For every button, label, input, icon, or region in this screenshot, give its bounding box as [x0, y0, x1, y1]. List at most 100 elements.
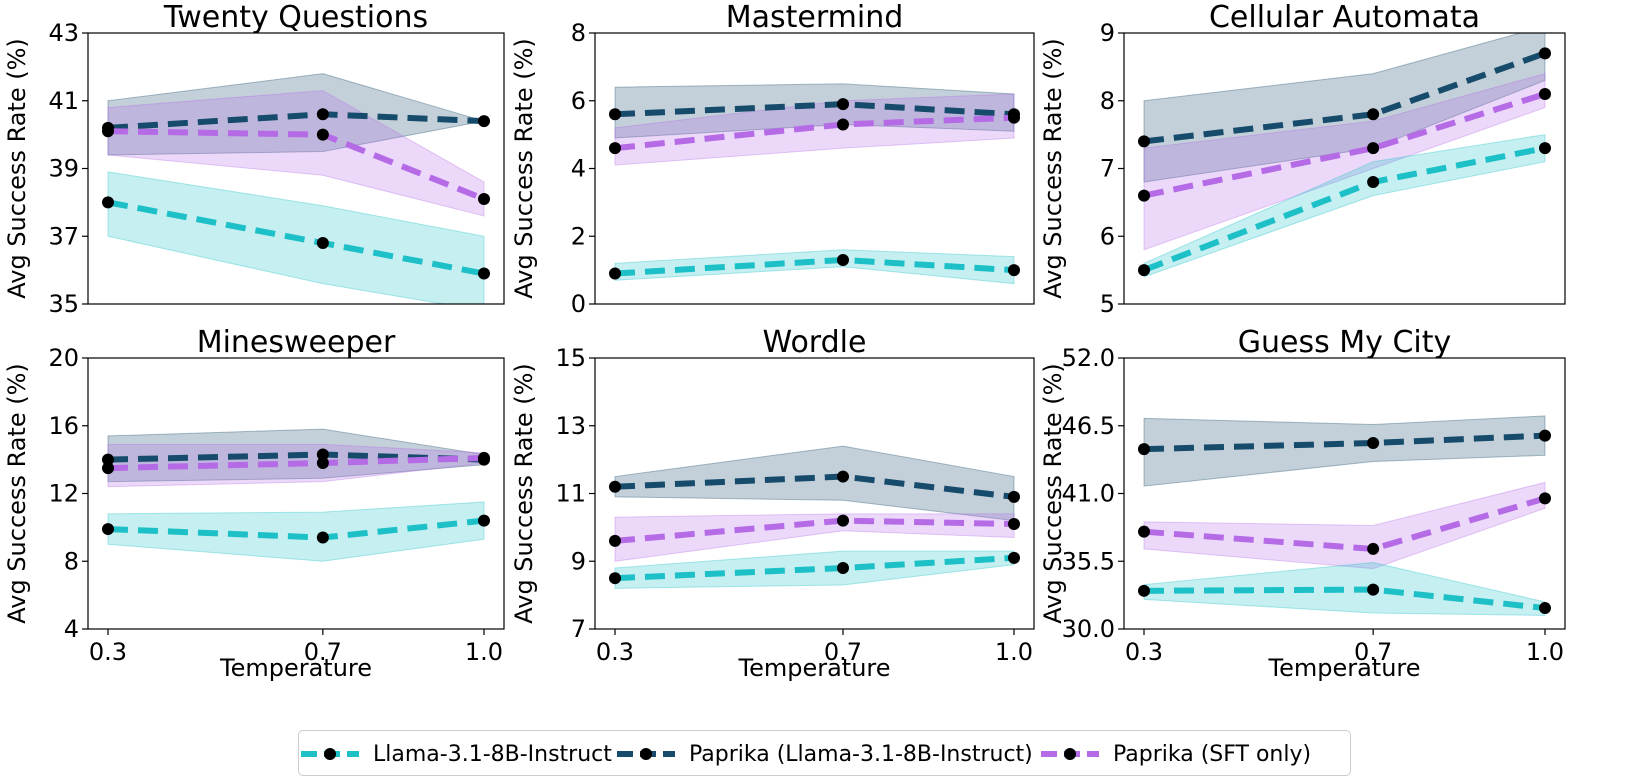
y-tick-label: 9	[571, 547, 586, 575]
point-llama-2	[478, 267, 490, 280]
x-tick-label: 0.7	[824, 638, 862, 666]
legend: Llama-3.1-8B-Instruct Paprika (Llama-3.1…	[298, 730, 1351, 776]
panel-title: Twenty Questions	[163, 0, 428, 35]
point-llama-2	[1008, 264, 1020, 277]
y-tick-label: 2	[571, 222, 586, 250]
y-tick-label: 7	[571, 615, 586, 643]
band-llama	[107, 501, 485, 562]
panel-mastermind: 0 2 4 6 8 Mastermind Avg Success Rate (%)	[510, 0, 1035, 318]
band-llama	[1143, 561, 1546, 616]
axes-frame	[87, 357, 505, 630]
point-paprika-0	[1138, 443, 1150, 456]
y-tick-label: 37	[48, 222, 79, 250]
y-tick-label: 6	[571, 87, 586, 115]
point-llama-0	[609, 572, 621, 585]
band-paprika	[614, 445, 1015, 522]
panel-twenty-questions: 35 37 39 41 43 Twenty Questions Avg Success Ra…	[3, 0, 505, 318]
y-tick-label: 16	[48, 412, 79, 440]
legend-label-sft: Paprika (SFT only)	[1113, 741, 1312, 767]
point-sft-0	[1138, 525, 1150, 538]
point-sft-1	[316, 128, 329, 141]
y-tick-label: 39	[48, 155, 79, 183]
point-sft-0	[102, 462, 114, 475]
y-tick-label: 52.0	[1062, 344, 1115, 372]
y-tick-label: 7	[1100, 155, 1115, 183]
point-llama-0	[102, 523, 114, 536]
x-tick-label: 1.0	[1526, 638, 1564, 666]
point-paprika-1	[837, 470, 849, 483]
point-paprika-0	[609, 480, 621, 493]
point-sft-1	[316, 457, 329, 470]
y-axis-label: Avg Success Rate (%)	[1039, 38, 1067, 299]
panel-title: Cellular Automata	[1209, 0, 1480, 35]
x-axis-label: Temperature	[1267, 654, 1420, 682]
point-llama-0	[102, 196, 114, 209]
y-axis-label: Avg Success Rate (%)	[510, 363, 538, 624]
point-paprika-1	[1367, 108, 1380, 121]
x-tick-label: 1.0	[995, 638, 1033, 666]
legend-label-llama: Llama-3.1-8B-Instruct	[373, 741, 612, 767]
y-axis-label: Avg Success Rate (%)	[3, 363, 31, 624]
point-paprika-0	[102, 453, 114, 466]
point-llama-0	[1138, 584, 1150, 597]
point-paprika-2	[1539, 47, 1551, 60]
y-tick-label: 20	[48, 344, 79, 372]
y-tick-label: 43	[48, 19, 79, 47]
point-llama-1	[1367, 583, 1380, 596]
band-paprika	[1143, 33, 1546, 183]
line-sft	[1143, 91, 1546, 199]
x-tick-label: 0.7	[1354, 638, 1392, 666]
point-sft-0	[609, 142, 621, 155]
point-llama-1	[837, 253, 849, 266]
point-sft-2	[1008, 517, 1020, 530]
point-llama-2	[478, 514, 490, 527]
panel-title: Mastermind	[726, 0, 904, 35]
point-paprika-2	[1008, 490, 1020, 503]
plot-area	[107, 73, 486, 304]
point-paprika-0	[1138, 135, 1150, 148]
point-paprika-2	[478, 115, 490, 128]
legend-item-sft: Paprika (SFT only)	[1039, 737, 1311, 771]
band-sft	[614, 513, 1015, 562]
plot-area	[107, 428, 485, 562]
x-axis-label: Temperature	[219, 654, 372, 682]
point-sft-1	[1367, 542, 1380, 555]
y-tick-label: 30.0	[1062, 615, 1115, 643]
y-tick-label: 46.5	[1062, 412, 1115, 440]
point-llama-1	[837, 562, 849, 575]
band-sft	[1143, 72, 1546, 251]
y-axis-label: Avg Success Rate (%)	[510, 38, 538, 299]
point-paprika-1	[1367, 436, 1380, 449]
plot-area	[614, 83, 1015, 285]
point-sft-1	[837, 514, 849, 527]
point-llama-1	[316, 237, 329, 250]
panel-title: Wordle	[763, 325, 867, 360]
y-axis-label: Avg Success Rate (%)	[1039, 363, 1067, 624]
y-tick-label: 41.0	[1062, 480, 1115, 508]
legend-item-llama: Llama-3.1-8B-Instruct	[299, 737, 612, 771]
y-tick-label: 8	[64, 547, 79, 575]
y-tick-label: 11	[555, 480, 586, 508]
panel-title: Guess My City	[1238, 325, 1452, 360]
x-tick-label: 0.3	[89, 638, 127, 666]
plot-area	[1142, 33, 1547, 278]
legend-label-paprika: Paprika (Llama-3.1-8B-Instruct)	[689, 741, 1033, 767]
x-tick-label: 0.7	[304, 638, 342, 666]
point-paprika-1	[316, 108, 329, 121]
y-tick-label: 8	[1100, 87, 1115, 115]
y-tick-label: 35	[48, 290, 79, 318]
legend-swatch-paprika	[617, 748, 675, 760]
y-tick-label: 15	[555, 344, 586, 372]
point-llama-2	[1539, 142, 1551, 155]
line-paprika	[1143, 50, 1547, 145]
y-tick-label: 35.5	[1062, 547, 1115, 575]
y-tick-label: 4	[64, 615, 79, 643]
point-sft-2	[1539, 87, 1551, 100]
point-sft-2	[478, 192, 490, 205]
legend-swatch-llama	[301, 748, 359, 760]
point-llama-2	[1539, 602, 1551, 615]
legend-item-paprika: Paprika (Llama-3.1-8B-Instruct)	[615, 737, 1033, 771]
x-tick-label: 1.0	[465, 638, 503, 666]
point-sft-2	[478, 451, 490, 464]
point-sft-1	[1367, 142, 1380, 155]
